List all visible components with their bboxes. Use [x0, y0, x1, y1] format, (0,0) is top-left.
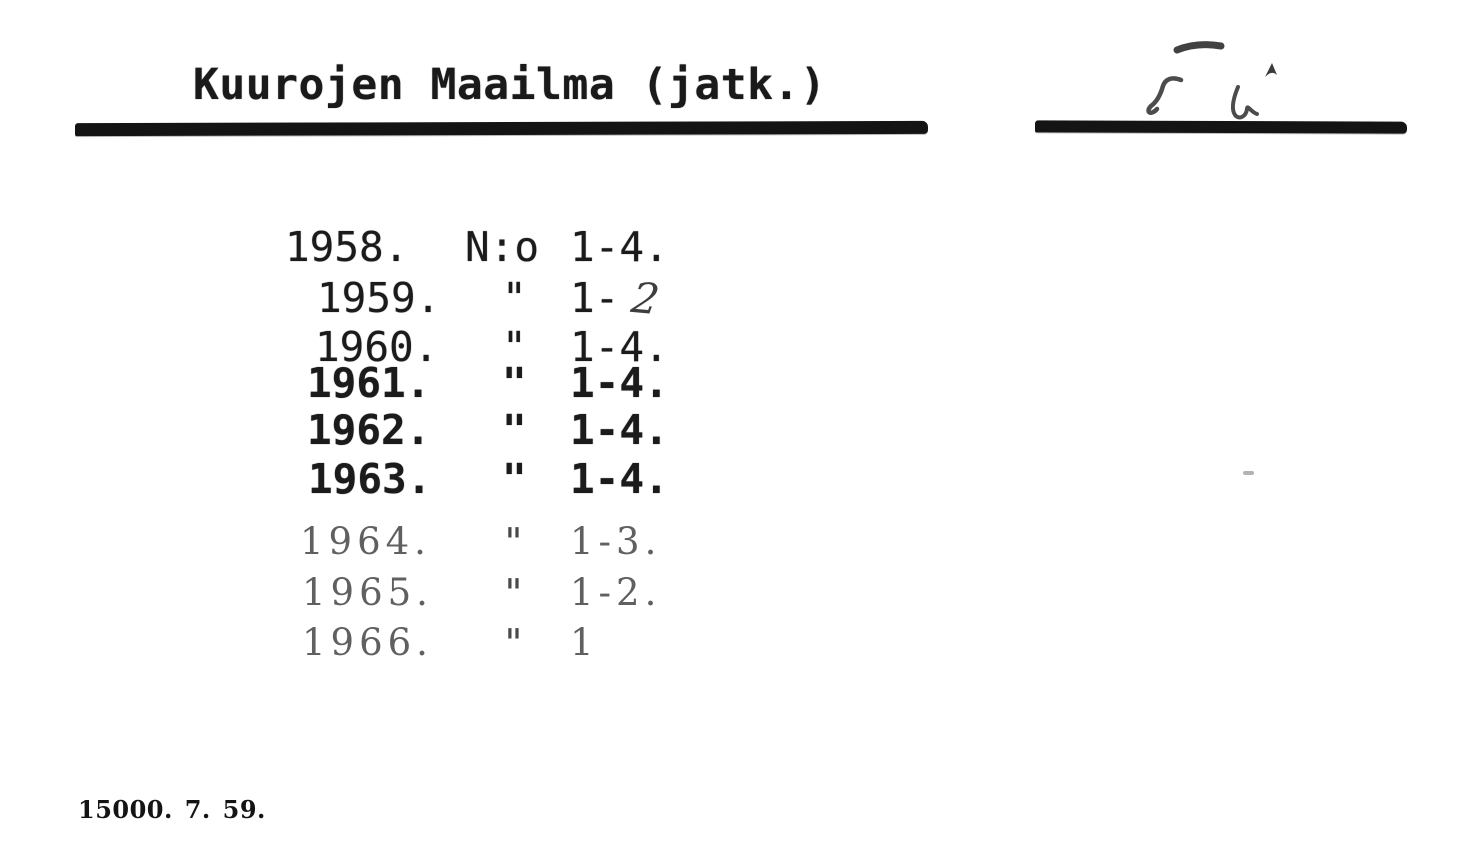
entry-issues: 1-3. [570, 520, 662, 563]
entry-no-label: " [502, 274, 527, 322]
pencil-five-stroke [1146, 76, 1184, 115]
entry-year: 1958. [285, 223, 409, 271]
entry-issues: 1-4. [570, 359, 669, 407]
catalog-entry-row: 1964. " 1-3. [280, 523, 780, 571]
entry-year: 1965. [302, 571, 433, 614]
entry-year: 1964. [300, 520, 431, 563]
handwritten-annotation [1146, 41, 1277, 120]
catalog-entry-row: 1959. " 1- 2 [280, 273, 780, 326]
catalog-entry-row: 1966. " 1 [280, 624, 780, 672]
catalog-entry-row: 1960. " 1-4. [280, 327, 780, 375]
catalog-entry-row: 1965. " 1-2. [280, 574, 780, 622]
entry-year: 1963. [308, 455, 432, 503]
entry-issues: 1-4. [570, 323, 669, 371]
entry-no-label: " [502, 323, 527, 371]
entry-no-label: N:o [465, 223, 540, 271]
entry-no-label: " [502, 359, 527, 407]
title-underline [74, 120, 929, 137]
entry-issues: 1-4. [570, 455, 669, 503]
pencil-dash-stroke [1173, 41, 1225, 54]
entry-year: 1962. [307, 406, 431, 454]
entry-issues: 1-4. [570, 406, 669, 454]
entry-year: 1966. [302, 621, 433, 664]
entry-no-label: " [502, 406, 527, 454]
entry-no-label: " [502, 520, 525, 564]
entry-issues: 1-2. [570, 571, 662, 614]
card-title: Kuurojen Maailma (jatk.) [193, 60, 827, 110]
catalog-entry-row: 1958. N:o 1-4. [280, 227, 780, 275]
entry-issues: 1-4. [570, 223, 669, 271]
entry-year: 1960. [315, 323, 439, 371]
entry-no-label: " [502, 455, 527, 503]
entry-no-label: " [502, 571, 525, 615]
catalog-entry-row: 1963. " 1-4. [280, 459, 780, 507]
catalog-entry-row: 1962. " 1-4. [280, 410, 780, 458]
entry-issues: 1- [570, 274, 620, 322]
entry-issues: 1 [570, 621, 599, 664]
entry-year: 1961. [307, 359, 431, 407]
entry-no-label: " [502, 621, 525, 665]
entry-issues-handwritten: 2 [628, 273, 663, 324]
stray-scan-mark [1243, 471, 1254, 475]
catalog-entry-row: 1961. " 1-4. [280, 363, 780, 411]
pencil-arrowhead [1265, 63, 1277, 77]
pencil-ell-stroke [1230, 85, 1259, 120]
print-code: 15000. 7. 59. [78, 795, 266, 824]
entry-year: 1959. [317, 274, 441, 322]
